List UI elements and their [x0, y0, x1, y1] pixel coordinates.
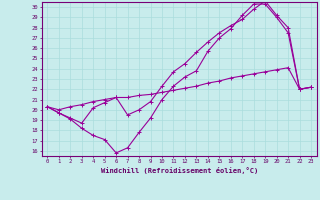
X-axis label: Windchill (Refroidissement éolien,°C): Windchill (Refroidissement éolien,°C): [100, 167, 258, 174]
